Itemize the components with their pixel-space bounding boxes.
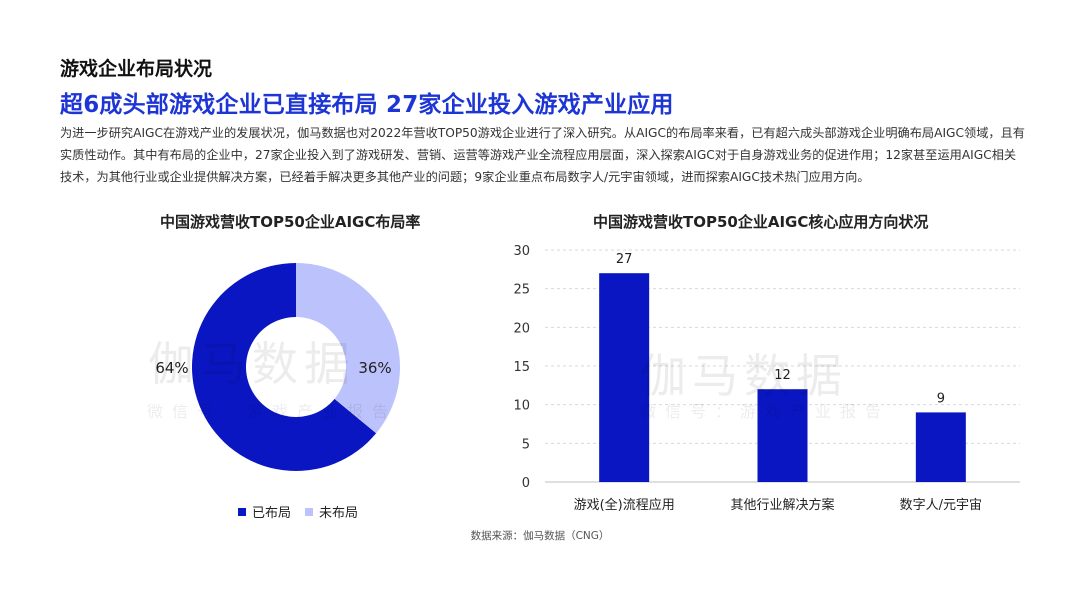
watermark-main-left: 伽马数据 xyxy=(148,337,356,391)
headline: 超6成头部游戏企业已直接布局 27家企业投入游戏产业应用 xyxy=(60,92,674,118)
y-tick-label-15: 15 xyxy=(513,360,530,375)
bar-1 xyxy=(757,389,808,482)
donut-chart-title: 中国游戏营收TOP50企业AIGC布局率 xyxy=(160,213,421,231)
watermark-main-right: 伽马数据 xyxy=(640,349,848,403)
legend-item-not-deployed: 未布局 xyxy=(305,502,358,521)
watermark-sub-right: 微信号：游戏产业报告 xyxy=(640,402,891,421)
bar-2 xyxy=(915,412,966,482)
y-tick-label-5: 5 xyxy=(522,437,530,452)
legend-item-deployed: 已布局 xyxy=(238,502,291,521)
y-tick-label-30: 30 xyxy=(513,244,530,259)
y-tick-label-20: 20 xyxy=(513,321,530,336)
bar-value-label-1: 12 xyxy=(774,368,791,383)
watermark-sub-left: 微信号：游戏产业报告 xyxy=(147,402,398,421)
y-tick-label-0: 0 xyxy=(522,476,530,491)
x-category-label-2: 数字人/元宇宙 xyxy=(900,498,982,513)
y-tick-label-10: 10 xyxy=(513,399,530,414)
donut-value-label-deployed: 64% xyxy=(155,359,188,377)
x-category-label-0: 游戏(全)流程应用 xyxy=(574,497,675,513)
y-tick-label-25: 25 xyxy=(513,283,530,298)
donut-legend: 已布局 未布局 xyxy=(238,502,358,521)
legend-swatch-deployed xyxy=(238,507,246,516)
legend-label-not-deployed: 未布局 xyxy=(319,506,359,521)
x-category-label-1: 其他行业解决方案 xyxy=(730,497,834,513)
section-kicker: 游戏企业布局状况 xyxy=(60,58,213,80)
bar-value-label-0: 27 xyxy=(616,252,633,267)
legend-swatch-not-deployed xyxy=(305,507,314,516)
bar-0 xyxy=(599,273,650,482)
donut-value-label-not-deployed: 36% xyxy=(358,359,391,377)
data-source: 数据来源：伽马数据（CNG） xyxy=(470,530,610,542)
donut-slice-not-deployed xyxy=(296,263,400,434)
body-paragraph: 为进一步研究AIGC在游戏产业的发展状况，伽马数据也对2022年营收TOP50游… xyxy=(60,126,1025,184)
bar-value-label-2: 9 xyxy=(937,391,945,406)
bar-chart-title: 中国游戏营收TOP50企业AIGC核心应用方向状况 xyxy=(593,213,929,231)
donut-slice-deployed xyxy=(191,263,377,471)
legend-label-deployed: 已布局 xyxy=(252,506,292,521)
